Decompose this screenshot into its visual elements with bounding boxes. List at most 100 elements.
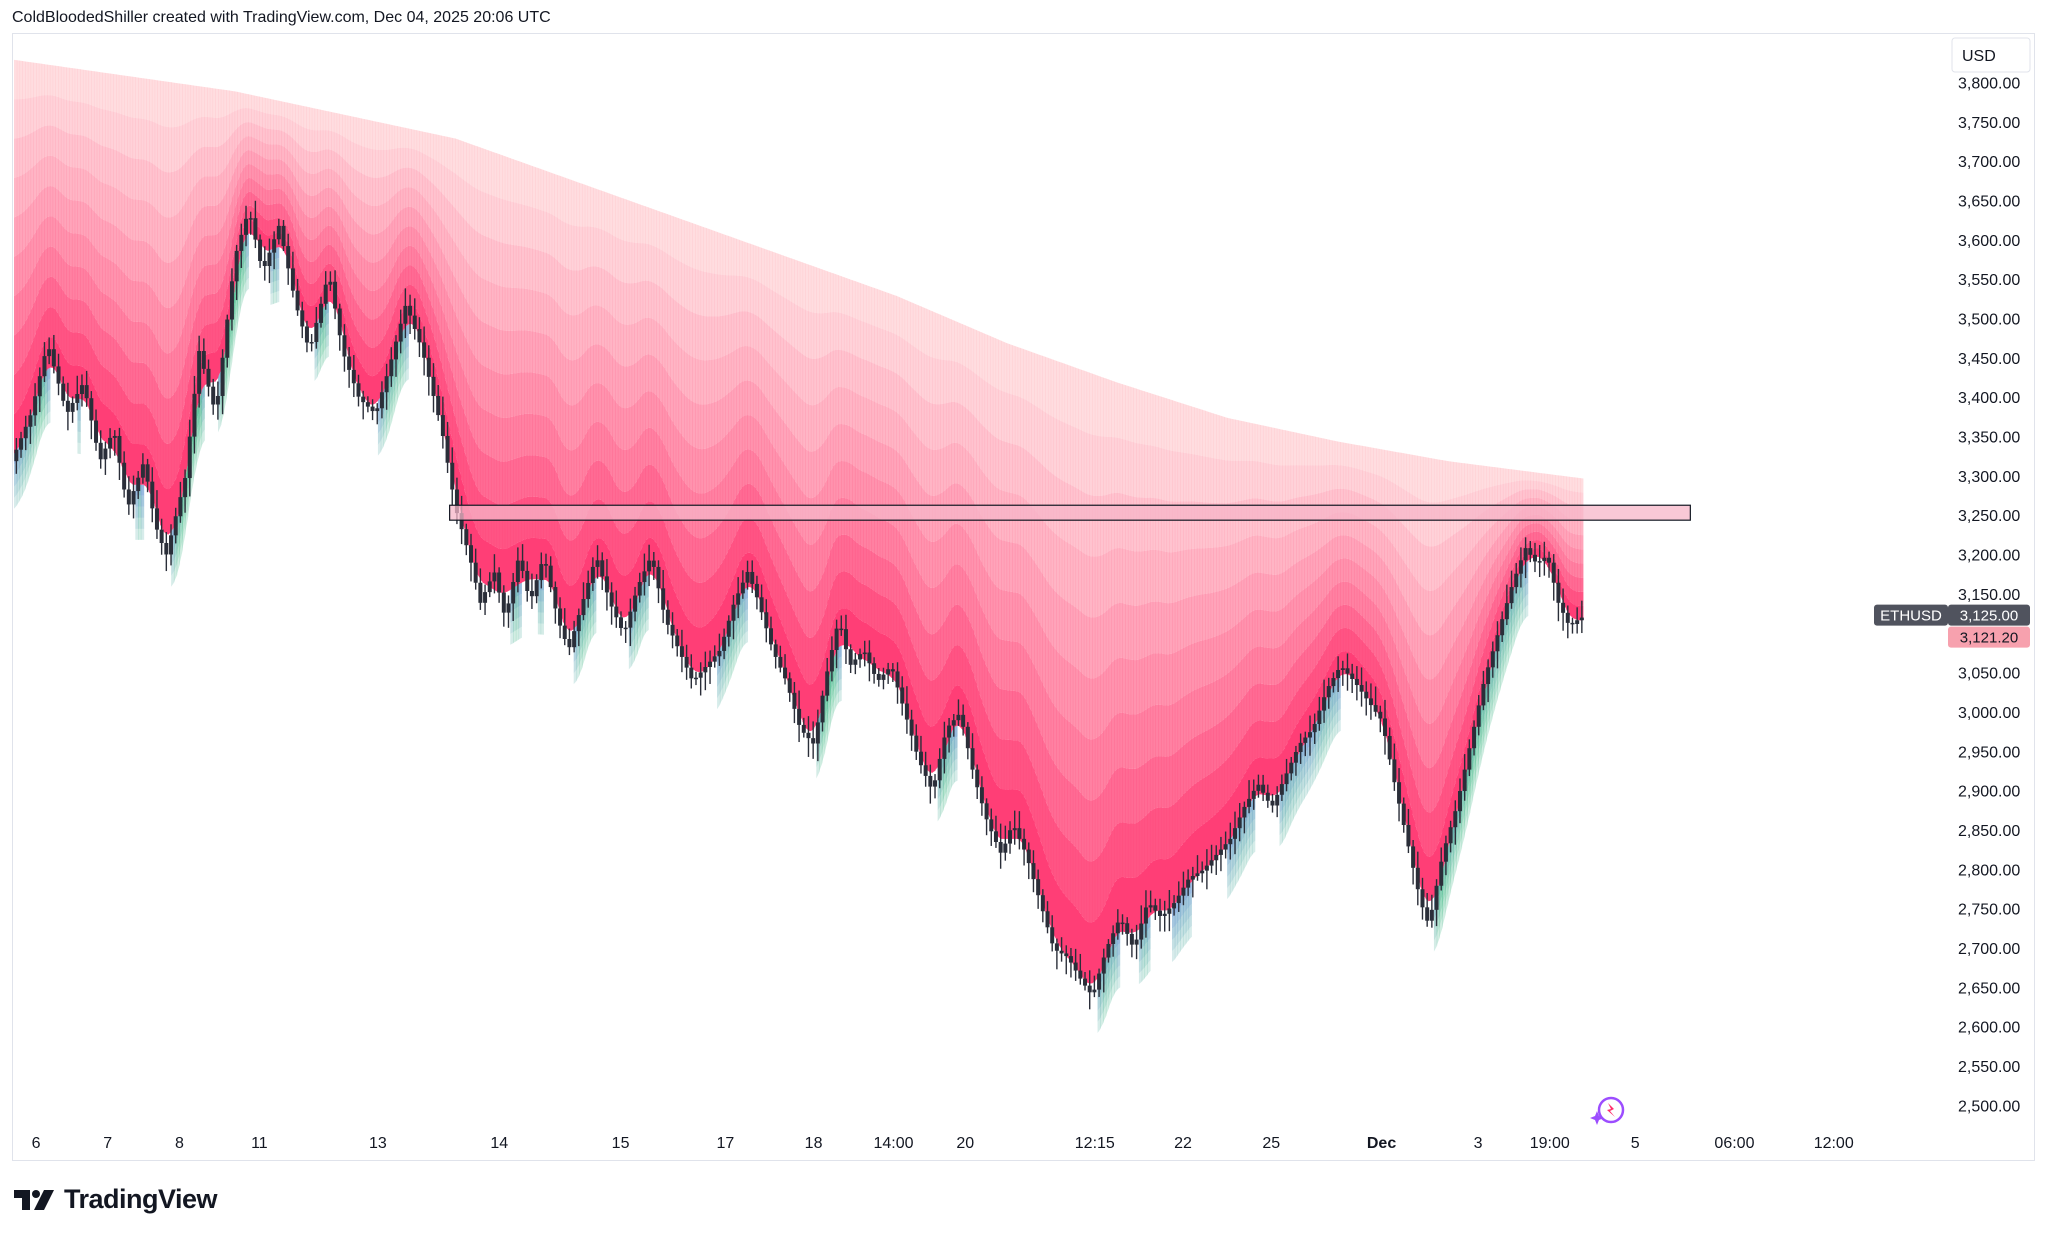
ribbon-band — [1505, 468, 1509, 484]
ribbon-band — [1351, 467, 1355, 492]
ribbon-band — [896, 373, 900, 415]
ribbon-band — [375, 121, 379, 150]
ribbon-band — [1348, 466, 1352, 491]
ribbon-band — [631, 201, 635, 243]
ribbon-band — [948, 401, 953, 445]
ribbon-band — [82, 135, 87, 170]
ribbon-band — [570, 224, 575, 271]
ribbon-band — [190, 153, 194, 193]
ribbon-band — [358, 117, 362, 146]
ribbon-band — [1519, 490, 1523, 502]
ribbon-band — [1122, 384, 1126, 440]
ribbon-band — [631, 242, 635, 284]
ribbon-band — [441, 164, 445, 196]
ribbon-band — [1125, 385, 1129, 441]
ribbon-band — [146, 160, 150, 203]
ribbon-band — [1169, 450, 1173, 502]
ribbon-band — [435, 186, 440, 218]
ribbon-band — [1467, 522, 1471, 556]
ribbon-band — [397, 126, 401, 149]
ribbon-band — [1444, 460, 1449, 501]
ribbon-band — [1061, 421, 1066, 482]
ribbon-band — [1141, 390, 1146, 445]
ribbon-band — [595, 266, 600, 306]
ribbon-band — [1003, 341, 1008, 393]
ribbon-band — [755, 280, 760, 317]
ribbon-band — [973, 372, 977, 419]
ribbon-band — [876, 365, 881, 405]
ribbon-band — [1238, 420, 1242, 461]
ribbon-band — [1166, 398, 1170, 451]
ribbon-band — [623, 240, 627, 283]
ribbon-band — [1298, 433, 1303, 466]
ribbon-band — [33, 163, 37, 201]
ribbon-band — [537, 250, 542, 293]
ribbon-band — [659, 248, 663, 289]
ribbon-band — [138, 77, 142, 119]
ribbon-band — [1254, 461, 1259, 499]
ribbon-band — [138, 118, 142, 160]
ribbon-band — [1133, 442, 1137, 498]
ribbon-band — [752, 244, 757, 281]
ribbon-band — [85, 70, 90, 105]
ribbon-band — [110, 148, 114, 188]
ribbon-band — [1376, 448, 1380, 476]
ribbon-band — [245, 93, 249, 109]
ribbon-band — [783, 255, 787, 299]
ribbon-band — [943, 403, 947, 448]
ribbon-band — [1428, 457, 1432, 503]
ribbon-band — [521, 246, 525, 289]
ribbon-band — [692, 267, 696, 314]
ribbon-band — [1411, 534, 1416, 578]
ribbon-band — [391, 124, 396, 150]
ribbon-band — [929, 310, 933, 358]
ribbon-band — [220, 116, 225, 146]
ribbon-band — [91, 105, 95, 142]
ribbon-band — [1370, 472, 1374, 500]
ribbon-band — [364, 119, 368, 148]
ribbon-band — [85, 136, 90, 172]
ribbon-band — [841, 276, 845, 315]
ribbon-band — [433, 158, 437, 187]
ribbon-band — [118, 113, 123, 154]
ribbon-band — [956, 362, 961, 404]
ribbon-band — [827, 312, 831, 355]
ribbon-band — [973, 415, 977, 463]
ribbon-band — [113, 74, 117, 113]
ribbon-band — [1392, 513, 1396, 549]
ribbon-band — [16, 137, 21, 178]
ribbon-band — [195, 85, 200, 119]
ribbon-band — [468, 183, 473, 228]
ribbon-band — [339, 134, 343, 158]
ribbon-band — [485, 149, 489, 194]
ribbon-band — [852, 280, 856, 319]
ribbon-band — [1039, 408, 1044, 466]
ribbon-band — [1003, 441, 1008, 492]
ribbon-band — [907, 383, 911, 429]
ribbon-band — [1359, 445, 1363, 471]
ribbon-band — [854, 355, 859, 395]
ribbon-band — [1580, 577, 1584, 592]
ribbon-band — [1111, 380, 1115, 438]
ribbon-band — [463, 141, 467, 182]
ribbon-band — [344, 160, 349, 187]
ribbon-band — [634, 242, 638, 284]
ribbon-band — [300, 126, 305, 149]
ribbon-band — [36, 95, 40, 131]
ribbon-band — [1014, 346, 1019, 397]
ribbon-band — [231, 110, 236, 134]
ribbon-band — [689, 310, 693, 357]
ribbon-band — [1243, 460, 1248, 501]
ribbon-band — [672, 298, 677, 344]
ribbon-band — [140, 77, 145, 120]
ribbon-band — [513, 159, 517, 203]
ribbon-band — [36, 160, 40, 198]
chart-frame[interactable] — [12, 33, 2035, 1161]
ribbon-band — [595, 227, 600, 268]
ribbon-band — [717, 231, 721, 275]
ribbon-band — [99, 144, 103, 183]
ribbon-band — [637, 242, 641, 283]
ribbon-band — [30, 62, 34, 98]
ribbon-band — [515, 245, 520, 289]
